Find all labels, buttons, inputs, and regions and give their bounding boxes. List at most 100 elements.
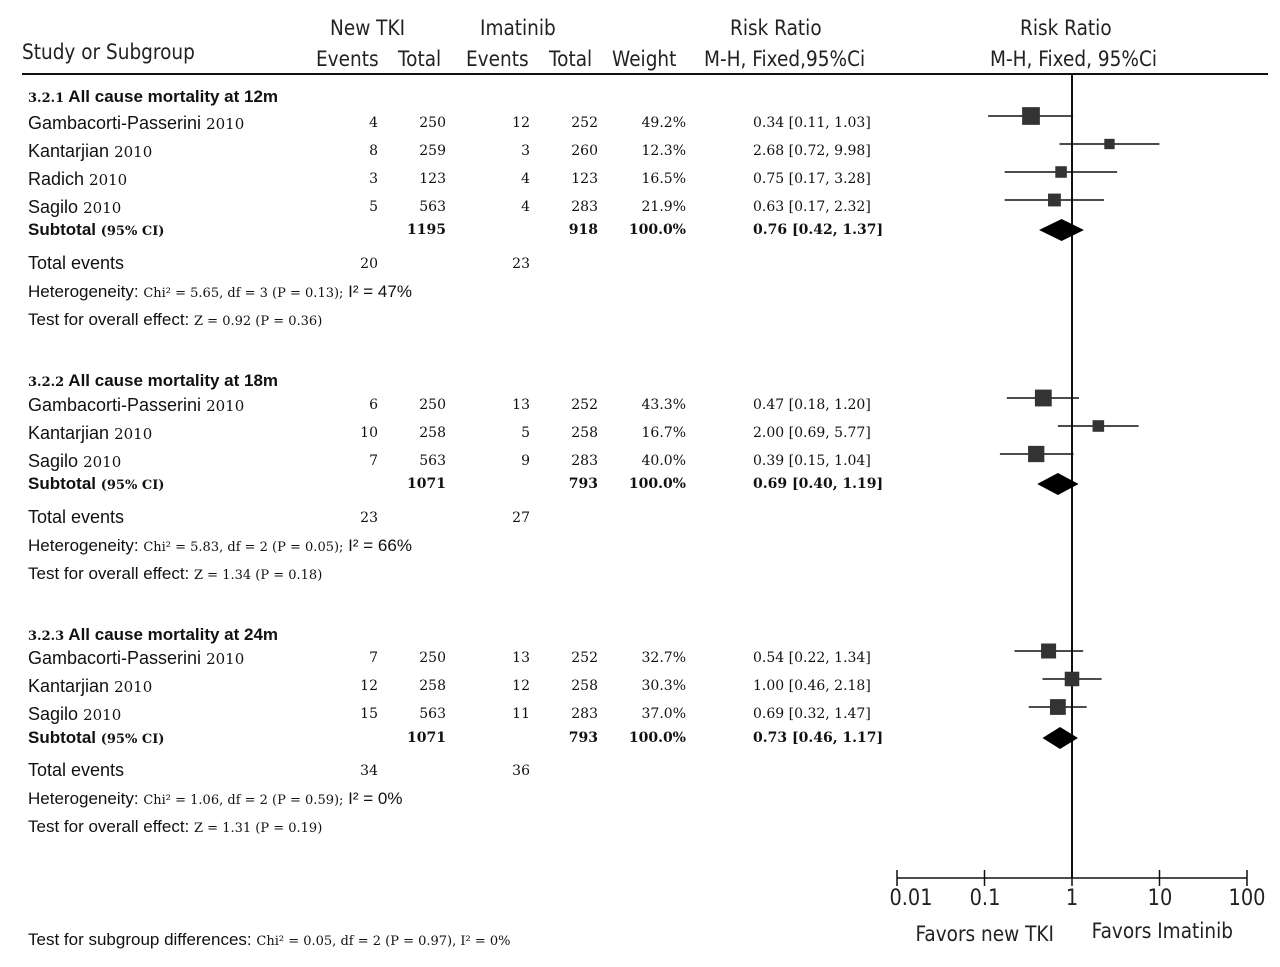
overall-effect-z: Z = 1.34 (P = 0.18) bbox=[194, 568, 323, 583]
heterogeneity-chi: Chi² = 5.65, df = 3 (P = 0.13); bbox=[143, 286, 344, 301]
events-imatinib: 13 bbox=[512, 650, 530, 666]
total-events-new-tki: 23 bbox=[360, 510, 378, 526]
subgroup-title: 3.2.2 All cause mortality at 18m bbox=[28, 371, 278, 391]
heterogeneity: Heterogeneity: Chi² = 5.65, df = 3 (P = … bbox=[28, 282, 412, 302]
overall-effect-z: Z = 1.31 (P = 0.19) bbox=[194, 821, 323, 836]
weight: 32.7% bbox=[641, 650, 686, 666]
total-imatinib: 123 bbox=[571, 171, 598, 187]
total-events-imatinib: 36 bbox=[512, 763, 530, 779]
subgroup-title-text: All cause mortality at 12m bbox=[68, 87, 279, 106]
weight: 49.2% bbox=[641, 115, 686, 131]
subtotal-diamond bbox=[1037, 473, 1079, 495]
subtotal-ci: 0.69 [0.40, 1.19] bbox=[753, 476, 884, 492]
total-events-label: Total events bbox=[28, 253, 125, 273]
point-estimate-square bbox=[1050, 699, 1066, 715]
total-events-imatinib: 27 bbox=[512, 510, 530, 526]
subtotal-label: Subtotal (95% CI) bbox=[28, 474, 164, 494]
heterogeneity: Heterogeneity: Chi² = 1.06, df = 2 (P = … bbox=[28, 789, 403, 809]
total-new-tki: 563 bbox=[419, 453, 446, 469]
favors-right-label: Favors Imatinib bbox=[1091, 919, 1233, 943]
heterogeneity-i2: I² = 47% bbox=[348, 282, 412, 301]
point-estimate-square bbox=[1034, 389, 1052, 407]
heterogeneity-label: Heterogeneity: bbox=[28, 282, 139, 301]
heterogeneity: Heterogeneity: Chi² = 5.83, df = 2 (P = … bbox=[28, 536, 412, 556]
subtotal-total-imatinib: 918 bbox=[568, 222, 598, 238]
subgroup-id: 3.2.2 bbox=[28, 375, 65, 390]
study-name-text: Kantarjian bbox=[28, 676, 110, 696]
weight: 16.7% bbox=[641, 425, 686, 441]
subtotal-total-imatinib: 793 bbox=[568, 476, 598, 492]
heterogeneity-chi: Chi² = 5.83, df = 2 (P = 0.05); bbox=[143, 540, 344, 555]
total-imatinib: 252 bbox=[571, 650, 598, 666]
header-events-1: Events bbox=[316, 47, 379, 71]
axis-tick-label: 0.01 bbox=[889, 886, 933, 911]
header-study-label: Study or Subgroup bbox=[22, 40, 195, 64]
study-name-text: Sagilo bbox=[28, 704, 79, 724]
study-year: 2010 bbox=[83, 706, 122, 724]
total-imatinib: 260 bbox=[571, 143, 598, 159]
total-events-new-tki: 34 bbox=[360, 763, 378, 779]
events-new-tki: 3 bbox=[369, 171, 378, 187]
subtotal-text: Subtotal bbox=[28, 474, 96, 493]
subtotal-suffix: (95% CI) bbox=[100, 478, 165, 493]
risk-ratio-ci: 0.54 [0.22, 1.34] bbox=[753, 650, 871, 666]
study-name: Gambacorti-Passerini 2010 bbox=[28, 648, 244, 669]
subtotal-label: Subtotal (95% CI) bbox=[28, 728, 164, 748]
total-events-imatinib: 23 bbox=[512, 256, 530, 272]
total-events-label: Total events bbox=[28, 760, 125, 780]
header-group1: New TKI bbox=[330, 16, 406, 40]
subgroup-title-text: All cause mortality at 18m bbox=[68, 371, 279, 390]
events-new-tki: 15 bbox=[360, 706, 378, 722]
study-name-text: Radich bbox=[28, 169, 85, 189]
weight: 21.9% bbox=[641, 199, 686, 215]
study-name-text: Kantarjian bbox=[28, 141, 110, 161]
header-plot-method: M-H, Fixed, 95%Ci bbox=[990, 47, 1158, 71]
subtotal-label: Subtotal (95% CI) bbox=[28, 220, 164, 240]
events-imatinib: 4 bbox=[521, 199, 530, 215]
point-estimate-square bbox=[1055, 166, 1067, 178]
subtotal-weight: 100.0% bbox=[628, 730, 686, 746]
risk-ratio-ci: 0.39 [0.15, 1.04] bbox=[753, 453, 871, 469]
study-name: Sagilo 2010 bbox=[28, 197, 121, 218]
subtotal-total-imatinib: 793 bbox=[568, 730, 598, 746]
total-imatinib: 258 bbox=[571, 425, 598, 441]
risk-ratio-ci: 0.63 [0.17, 2.32] bbox=[753, 199, 871, 215]
risk-ratio-ci: 2.68 [0.72, 9.98] bbox=[753, 143, 871, 159]
weight: 43.3% bbox=[641, 397, 686, 413]
study-name: Radich 2010 bbox=[28, 169, 127, 190]
total-new-tki: 250 bbox=[419, 650, 446, 666]
total-imatinib: 258 bbox=[571, 678, 598, 694]
study-name-text: Sagilo bbox=[28, 197, 79, 217]
study-name-text: Sagilo bbox=[28, 451, 79, 471]
study-name-text: Gambacorti-Passerini bbox=[28, 113, 202, 133]
study-name-text: Gambacorti-Passerini bbox=[28, 648, 202, 668]
point-estimate-square bbox=[1048, 193, 1061, 207]
subgroup-id: 3.2.1 bbox=[28, 91, 65, 106]
risk-ratio-ci: 1.00 [0.46, 2.18] bbox=[753, 678, 871, 694]
overall-effect-label: Test for overall effect: bbox=[28, 564, 190, 583]
axis-tick-label: 10 bbox=[1147, 886, 1172, 911]
events-imatinib: 13 bbox=[512, 397, 530, 413]
subtotal-total-new-tki: 1071 bbox=[407, 730, 446, 746]
study-name: Gambacorti-Passerini 2010 bbox=[28, 395, 244, 416]
subtotal-total-new-tki: 1071 bbox=[407, 476, 446, 492]
subtotal-ci: 0.73 [0.46, 1.17] bbox=[753, 730, 884, 746]
axis-tick-label: 100 bbox=[1228, 886, 1266, 911]
weight: 37.0% bbox=[641, 706, 686, 722]
total-imatinib: 252 bbox=[571, 397, 598, 413]
subgroup-title-text: All cause mortality at 24m bbox=[68, 625, 279, 644]
subgroup-differences-stat: Chi² = 0.05, df = 2 (P = 0.97), I² = 0% bbox=[256, 934, 511, 949]
total-events-label: Total events bbox=[28, 507, 125, 527]
risk-ratio-ci: 0.47 [0.18, 1.20] bbox=[753, 397, 871, 413]
study-year: 2010 bbox=[206, 650, 245, 668]
study-year: 2010 bbox=[206, 397, 245, 415]
overall-effect: Test for overall effect: Z = 1.34 (P = 0… bbox=[28, 564, 322, 584]
overall-effect: Test for overall effect: Z = 1.31 (P = 0… bbox=[28, 817, 322, 837]
events-imatinib: 4 bbox=[521, 171, 530, 187]
events-imatinib: 9 bbox=[521, 453, 530, 469]
header-rr-method: M-H, Fixed,95%Ci bbox=[704, 47, 866, 71]
events-new-tki: 12 bbox=[360, 678, 378, 694]
total-events-new-tki: 20 bbox=[360, 256, 378, 272]
heterogeneity-i2: I² = 66% bbox=[348, 536, 412, 555]
